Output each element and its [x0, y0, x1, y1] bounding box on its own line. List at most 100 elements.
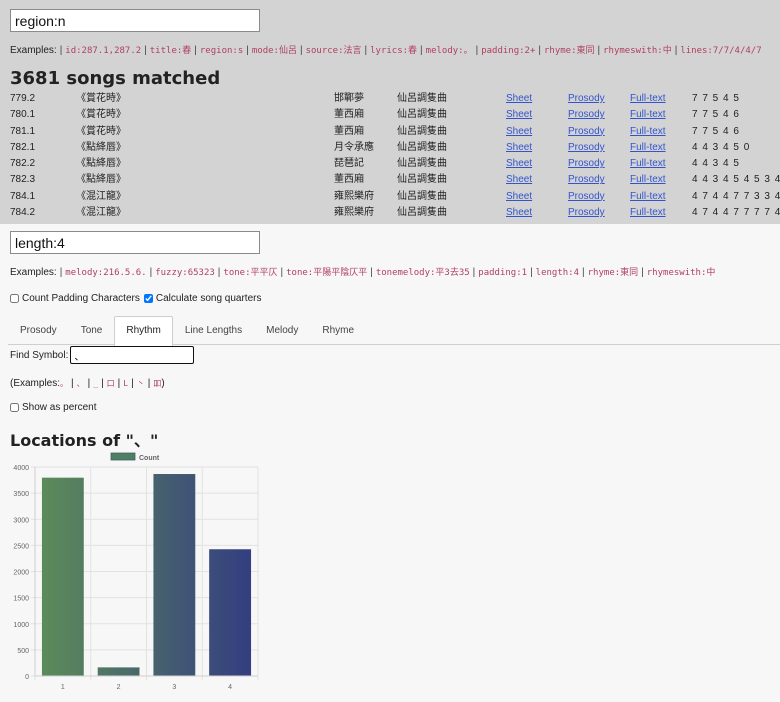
- separator: |: [420, 45, 423, 56]
- fulltext-link[interactable]: Full-text: [630, 125, 666, 137]
- find-symbol-input[interactable]: [70, 346, 195, 364]
- song-source: 邯鄲夢: [334, 93, 364, 104]
- filter-example-link[interactable]: fuzzy:65323: [155, 268, 215, 278]
- prosody-link[interactable]: Prosody: [568, 141, 605, 153]
- sheet-link[interactable]: Sheet: [506, 207, 533, 219]
- sheet-link[interactable]: Sheet: [506, 125, 533, 137]
- tab-rhyme[interactable]: Rhyme: [322, 325, 355, 336]
- symbol-example-link[interactable]: _: [93, 379, 99, 388]
- legend-label: Count: [139, 455, 160, 462]
- song-source: 董西廂: [334, 109, 364, 121]
- song-mode: 仙呂調隻曲: [397, 174, 447, 186]
- count-padding-label[interactable]: Count Padding Characters: [22, 293, 140, 304]
- search-example-link[interactable]: melody:。: [425, 46, 473, 56]
- filter-example-link[interactable]: tone:平陽平陰仄平: [286, 268, 368, 278]
- tab-prosody[interactable]: Prosody: [20, 325, 57, 336]
- search-example-link[interactable]: rhymeswith:中: [603, 46, 672, 56]
- search-example-link[interactable]: padding:2+: [481, 46, 536, 56]
- song-title: 《點絳唇》: [76, 141, 126, 153]
- x-tick-label: 1: [61, 684, 65, 691]
- filter-example-link[interactable]: tonemelody:平3去35: [375, 268, 470, 278]
- symbol-example-link[interactable]: 口: [106, 379, 115, 388]
- sheet-link[interactable]: Sheet: [506, 93, 533, 104]
- tab-melody[interactable]: Melody: [266, 325, 299, 336]
- prosody-link[interactable]: Prosody: [568, 190, 605, 202]
- song-row: 784.1 《混江龍》 雍熙樂府 仙呂調隻曲 Sheet Prosody Full-text…: [10, 189, 780, 205]
- separator: |: [472, 267, 476, 278]
- song-row: 781.1 《賞花時》 董西廂 仙呂調隻曲 Sheet Prosody Full-text 7…: [10, 124, 770, 140]
- prosody-link[interactable]: Prosody: [568, 158, 605, 170]
- find-symbol-row: Find Symbol:: [10, 346, 770, 364]
- sheet-link[interactable]: Sheet: [506, 141, 533, 153]
- filter-example-link[interactable]: rhyme:東同: [587, 268, 639, 278]
- filter-example-link[interactable]: rhymeswith:中: [646, 268, 716, 278]
- fulltext-link[interactable]: Full-text: [630, 174, 666, 186]
- song-mode: 仙呂調隻曲: [397, 207, 447, 219]
- prosody-link[interactable]: Prosody: [568, 93, 605, 104]
- tab-line-lengths[interactable]: Line Lengths: [184, 325, 243, 336]
- fulltext-link[interactable]: Full-text: [630, 141, 666, 153]
- filter-example-link[interactable]: length:4: [535, 268, 580, 278]
- show-percent-checkbox[interactable]: [10, 403, 19, 412]
- search-example-link[interactable]: title:春: [149, 46, 192, 56]
- separator: |: [217, 267, 221, 278]
- prosody-link[interactable]: Prosody: [568, 109, 605, 121]
- fulltext-link[interactable]: Full-text: [630, 158, 666, 170]
- song-id: 784.2: [10, 207, 36, 219]
- locations-chart: 0 500 1000 1500 2000 2500 3000 3500 4000 1 2 3 4 Coun…: [0, 449, 265, 702]
- locations-title: Locations of "、": [10, 431, 159, 450]
- symbol-example-link[interactable]: L: [123, 379, 129, 388]
- fulltext-link[interactable]: Full-text: [630, 190, 666, 202]
- search-input[interactable]: [10, 9, 260, 32]
- symbol-examples-prefix: (Examples:: [10, 378, 61, 389]
- song-title: 《點絳唇》: [76, 174, 126, 186]
- bar-1: [41, 477, 84, 677]
- search-example-link[interactable]: mode:仙呂: [251, 46, 297, 56]
- search-example-link[interactable]: source:法言: [305, 46, 362, 56]
- song-line-lengths: 4 4 3 4 5 4 5 3 4 5: [692, 174, 780, 186]
- calc-quarters-label[interactable]: Calculate song quarters: [155, 293, 262, 304]
- sheet-link[interactable]: Sheet: [506, 190, 533, 202]
- y-tick-label: 2000: [13, 570, 29, 577]
- search-example-link[interactable]: lines:7/7/4/4/7: [680, 46, 762, 56]
- song-row: 780.1 《賞花時》 董西廂 仙呂調隻曲 Sheet Prosody Full-text 7…: [10, 107, 770, 123]
- show-percent-label[interactable]: Show as percent: [22, 402, 97, 413]
- prosody-link[interactable]: Prosody: [568, 174, 605, 186]
- prosody-link[interactable]: Prosody: [568, 207, 605, 219]
- fulltext-link[interactable]: Full-text: [630, 109, 666, 121]
- sheet-link[interactable]: Sheet: [506, 158, 533, 170]
- song-title: 《賞花時》: [76, 93, 126, 104]
- symbol-example-link[interactable]: 丶: [136, 379, 145, 388]
- separator: |: [370, 267, 373, 278]
- symbol-example-link[interactable]: 。: [60, 379, 69, 388]
- song-line-lengths: 7 7 5 4 6: [692, 109, 740, 121]
- filter-input[interactable]: [10, 231, 260, 254]
- filter-example-link[interactable]: tone:平平仄: [223, 268, 278, 278]
- sheet-link[interactable]: Sheet: [506, 174, 533, 186]
- tab-tone[interactable]: Tone: [80, 325, 103, 336]
- separator: |: [582, 267, 585, 278]
- symbol-example-link[interactable]: 吅: [153, 379, 162, 388]
- sheet-link[interactable]: Sheet: [506, 109, 533, 121]
- fulltext-link[interactable]: Full-text: [630, 207, 666, 219]
- bar-3: [153, 474, 196, 677]
- filter-example-link[interactable]: padding:1: [478, 268, 528, 278]
- separator: |: [131, 378, 134, 389]
- symbol-example-link[interactable]: 、: [76, 379, 85, 388]
- filter-example-link[interactable]: melody:216.5.6.: [65, 268, 147, 278]
- x-tick-label: 4: [228, 684, 232, 691]
- y-tick-label: 2500: [13, 543, 29, 550]
- prosody-link[interactable]: Prosody: [568, 125, 605, 137]
- tab-rhythm[interactable]: Rhythm: [114, 316, 173, 346]
- fulltext-link[interactable]: Full-text: [630, 93, 666, 104]
- search-example-link[interactable]: rhyme:東同: [544, 46, 595, 56]
- separator: |: [364, 45, 368, 56]
- song-row: 779.2 《賞花時》 邯鄲夢 仙呂調隻曲 Sheet Prosody Full-text 7…: [10, 91, 770, 107]
- count-padding-checkbox[interactable]: [10, 294, 19, 303]
- song-line-lengths: 4 7 4 4 7 7 3 3 4 4: [692, 190, 780, 202]
- search-example-link[interactable]: id:287.1,287.2: [65, 46, 142, 56]
- separator: |: [71, 378, 74, 389]
- search-example-link[interactable]: region:s: [199, 46, 244, 56]
- calc-quarters-checkbox[interactable]: [143, 294, 153, 303]
- search-example-link[interactable]: lyrics:春: [370, 46, 418, 56]
